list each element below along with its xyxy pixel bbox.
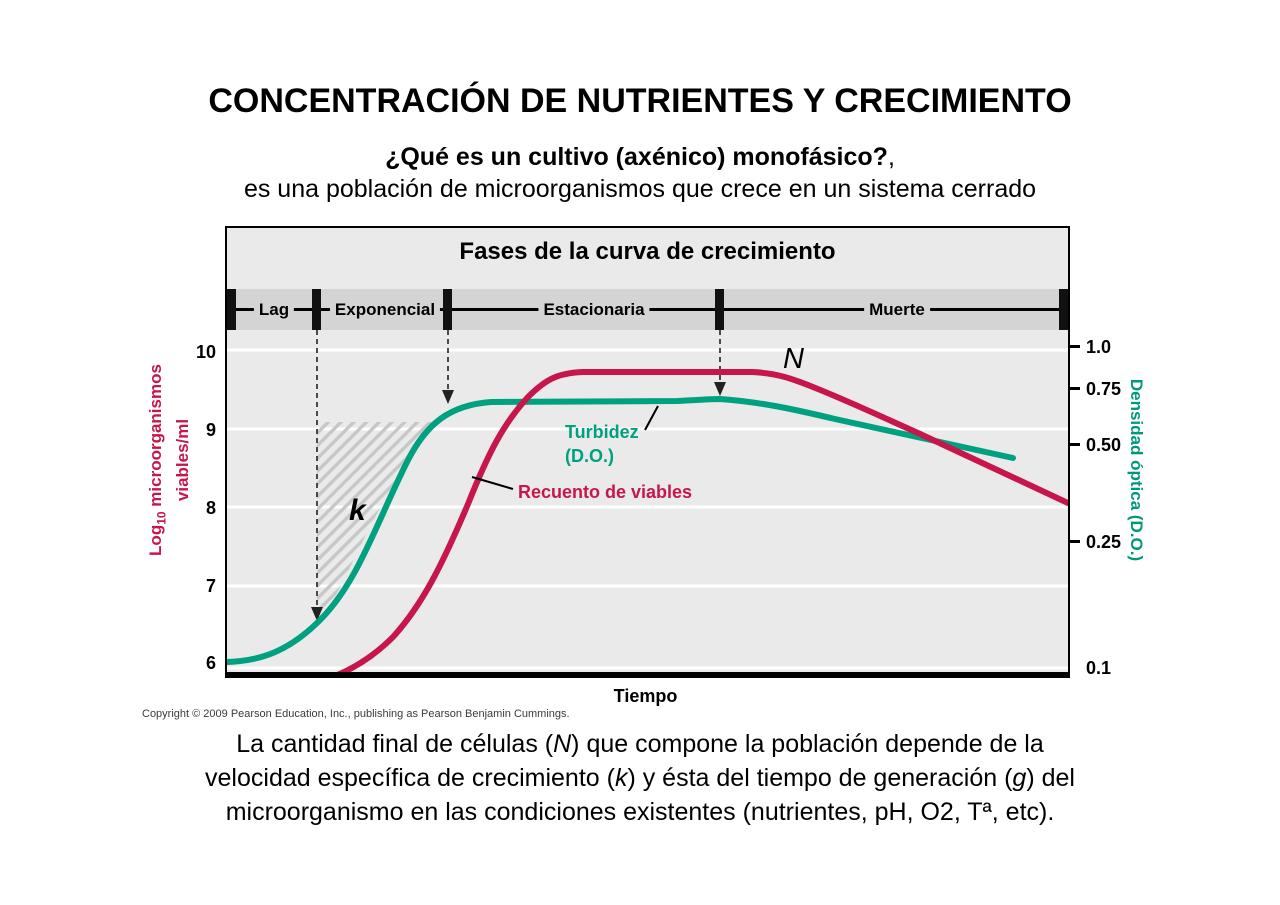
var-g: g <box>1012 764 1027 792</box>
right-axis-tick-100: 1.0 <box>1086 337 1112 357</box>
arrowhead-estac-end <box>714 382 726 396</box>
phase-label-lag: Lag <box>253 298 295 321</box>
right-axis-tick-075: 0.75 <box>1086 379 1122 399</box>
left-axis-title-sub10: 10 <box>154 511 169 525</box>
var-k: k <box>614 764 628 792</box>
label-k: k <box>349 494 367 527</box>
label-n: N <box>783 343 804 375</box>
right-axis-dash <box>1068 387 1080 390</box>
right-axis-tick-025: 0.25 <box>1086 532 1122 552</box>
leader-recuento <box>471 476 514 490</box>
right-axis-tick-050: 0.50 <box>1086 435 1122 455</box>
subtitle-question-comma: , <box>887 143 895 171</box>
leader-turbidez <box>644 405 659 431</box>
footer-line-3: microorganismo en las condiciones existe… <box>225 798 1055 826</box>
subtitle-answer: es una población de microorganismos que … <box>243 175 1037 203</box>
var-n: N <box>553 730 572 758</box>
right-axis-title: Densidad óptica (D.O.) <box>1127 378 1146 562</box>
left-axis-tick-7: 7 <box>205 576 216 596</box>
growth-curve-figure: Fases de la curva de crecimiento Lag Exp… <box>225 226 1070 678</box>
left-axis-title-line2: viables/ml <box>173 418 193 502</box>
phase-label-estacionaria: Estacionaria <box>538 298 650 321</box>
growth-plot: Turbidez (D.O.) Recuento de viables k N <box>227 330 1068 676</box>
label-recuento: Recuento de viables <box>518 482 692 502</box>
phase-boundary-bar <box>1059 289 1068 330</box>
left-axis-title-log: Log <box>146 524 165 556</box>
arrowhead-expo-end <box>442 390 454 404</box>
left-axis-tick-10: 10 <box>195 342 216 362</box>
phase-label-muerte: Muerte <box>864 298 930 321</box>
footer-line-2: velocidad específica de crecimiento (k) … <box>205 764 1075 792</box>
right-axis-dash <box>1068 443 1080 446</box>
subtitle-question-bold: ¿Qué es un cultivo (axénico) monofásico? <box>385 143 888 171</box>
phase-boundary-bar <box>715 289 724 330</box>
subtitle-question: ¿Qué es un cultivo (axénico) monofásico?… <box>0 143 1280 172</box>
left-axis-tick-6: 6 <box>205 653 216 673</box>
label-turbidez-line2: (D.O.) <box>565 446 614 466</box>
curve-recuento-viables <box>332 369 1068 676</box>
left-axis-tick-8: 8 <box>205 498 216 518</box>
curve-turbidez <box>227 395 1016 665</box>
phase-boundary-bar <box>227 289 236 330</box>
footer-line-1: La cantidad final de células (N) que com… <box>236 730 1044 758</box>
left-axis-title: Log10 microorganismos viables/ml <box>145 288 193 632</box>
phase-boundary-bar <box>312 289 321 330</box>
phase-label-exponencial: Exponencial <box>329 298 441 321</box>
right-axis-dash <box>1068 345 1080 348</box>
figure-title: Fases de la curva de crecimiento <box>459 238 836 265</box>
label-turbidez-line1: Turbidez <box>565 422 639 442</box>
footer-paragraph: La cantidad final de células (N) que com… <box>40 727 1240 829</box>
phase-band: Lag Exponencial Estacionaria Muerte <box>227 289 1068 330</box>
right-axis-tick-01: 0.1 <box>1086 658 1112 678</box>
k-slope-hatched-region <box>317 422 436 623</box>
arrowhead-lag-end <box>311 607 323 621</box>
copyright-note: Copyright © 2009 Pearson Education, Inc.… <box>142 708 570 720</box>
phase-boundary-bar <box>443 289 452 330</box>
left-axis-title-rest: microorganismos <box>146 364 165 512</box>
right-axis-dash <box>1068 540 1080 543</box>
x-axis-label: Tiempo <box>613 686 678 706</box>
page-title: CONCENTRACIÓN DE NUTRIENTES Y CRECIMIENT… <box>208 82 1072 120</box>
left-axis-tick-9: 9 <box>205 420 216 440</box>
